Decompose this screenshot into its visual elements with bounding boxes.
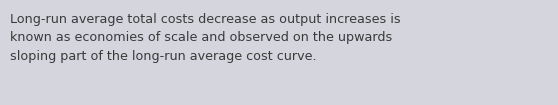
Text: Long-run average total costs decrease as output increases is
known as economies : Long-run average total costs decrease as…: [10, 13, 401, 63]
